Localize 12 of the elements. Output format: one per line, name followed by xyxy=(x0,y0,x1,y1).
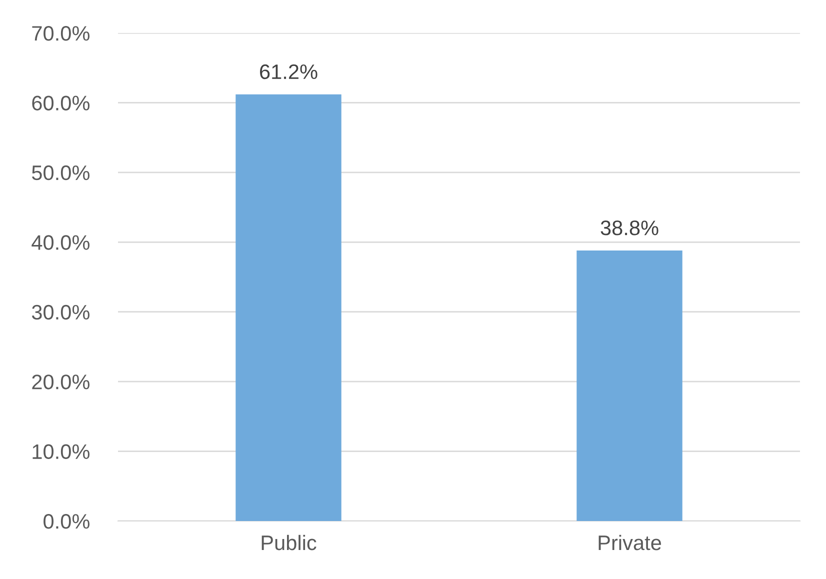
y-tick-label: 50.0% xyxy=(32,165,90,180)
y-tick-label: 60.0% xyxy=(32,96,90,110)
x-tick-label: Public xyxy=(262,534,316,550)
y-tick-label: 20.0% xyxy=(32,374,90,390)
y-tick-label: 10.0% xyxy=(32,444,90,460)
y-tick-label: 70.0% xyxy=(32,26,90,41)
y-tick-label: 40.0% xyxy=(32,235,90,250)
data-label: 61.2% xyxy=(260,64,318,80)
y-tick-label: 30.0% xyxy=(32,304,90,320)
data-label: 38.8% xyxy=(600,220,658,236)
y-tick-label: 0.0% xyxy=(44,514,90,529)
x-tick-label: Private xyxy=(598,534,661,550)
